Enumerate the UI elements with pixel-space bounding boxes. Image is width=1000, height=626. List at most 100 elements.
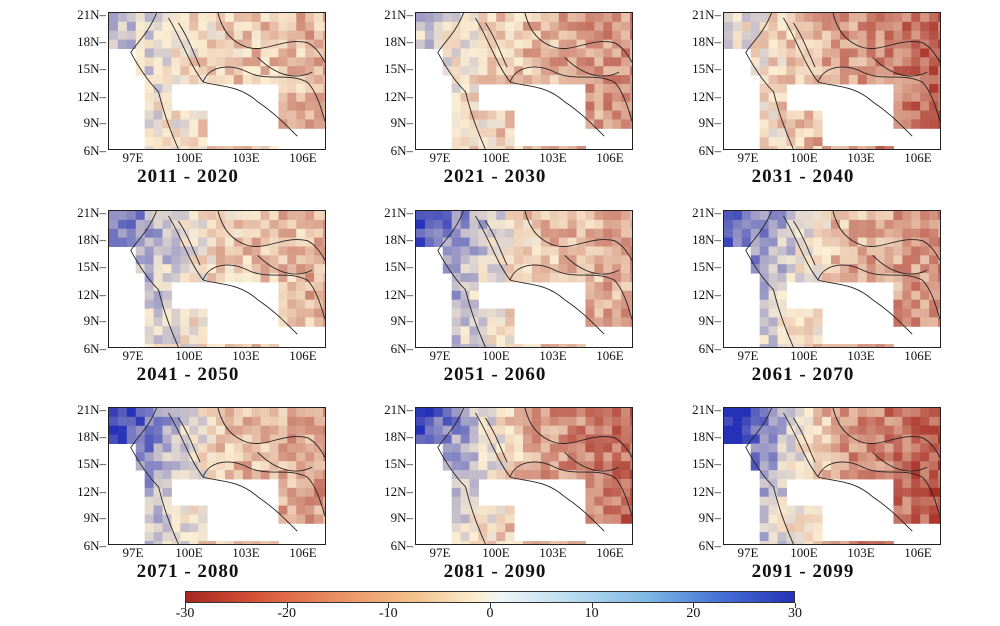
lon-tick-label: 97E <box>737 348 759 363</box>
colorbar-tick <box>185 603 186 608</box>
lat-tick-label: 18N– <box>384 429 413 444</box>
lat-tick-label: 9N– <box>390 313 413 328</box>
lat-tick-label: 21N– <box>692 402 721 417</box>
lat-tick-label: 6N– <box>390 143 413 158</box>
colorbar-tick <box>286 603 288 608</box>
lat-tick-label: 6N– <box>83 143 106 158</box>
lon-tick-label: 100E <box>790 348 818 363</box>
lat-tick-label: 21N– <box>384 402 413 417</box>
lat-tick-label: 9N– <box>390 510 413 525</box>
map-panel: 21N– 18N– 15N– 12N– 9N– 6N– 97E 100E 103E 106E 205… <box>355 198 655 393</box>
precipitation-map <box>415 407 633 545</box>
lat-tick-label: 18N– <box>692 232 721 247</box>
lon-tick-label: 97E <box>122 150 144 165</box>
map-panel: 21N– 18N– 15N– 12N– 9N– 6N– 97E 100E 103E 106E 203… <box>663 0 963 195</box>
lon-tick-label: 97E <box>429 348 451 363</box>
lat-tick-label: 6N– <box>698 341 721 356</box>
lat-tick-label: 15N– <box>692 259 721 274</box>
lon-tick-label: 106E <box>904 348 932 363</box>
lon-tick-label: 97E <box>429 545 451 560</box>
precipitation-map <box>723 12 941 150</box>
colorbar-tick-label: 0 <box>486 606 494 621</box>
lat-tick-label: 12N– <box>692 287 721 302</box>
lon-tick-label: 100E <box>790 545 818 560</box>
lat-tick-label: 12N– <box>692 89 721 104</box>
colorbar-tick-label: 20 <box>686 606 701 621</box>
lat-tick-label: 18N– <box>692 429 721 444</box>
lon-tick-label: 103E <box>847 150 875 165</box>
lon-tick-label: 106E <box>289 150 317 165</box>
colorbar-tick <box>591 603 593 608</box>
precipitation-map <box>415 210 633 348</box>
lon-tick-label: 100E <box>175 545 203 560</box>
map-panel: 21N– 18N– 15N– 12N– 9N– 6N– 97E 100E 103E 106E 208… <box>355 395 655 590</box>
lat-tick-label: 6N– <box>83 341 106 356</box>
lat-tick-label: 9N– <box>83 313 106 328</box>
lon-tick-label: 103E <box>232 150 260 165</box>
precipitation-map <box>415 12 633 150</box>
colorbar-tick-label: 30 <box>788 606 802 621</box>
colorbar <box>185 591 795 603</box>
lat-tick-label: 21N– <box>77 205 106 220</box>
lat-tick-label: 15N– <box>77 259 106 274</box>
map-panel: 21N– 18N– 15N– 12N– 9N– 6N– 97E 100E 103E 106E 206… <box>663 198 963 393</box>
lon-tick-label: 100E <box>175 150 203 165</box>
lat-tick-label: 21N– <box>692 205 721 220</box>
map-panel: 21N– 18N– 15N– 12N– 9N– 6N– 97E 100E 103E 106E 207… <box>48 395 348 590</box>
lon-tick-label: 103E <box>847 348 875 363</box>
lat-tick-label: 6N– <box>83 538 106 553</box>
precipitation-map <box>108 407 326 545</box>
lon-tick-label: 106E <box>596 150 624 165</box>
lon-tick-label: 97E <box>737 150 759 165</box>
colorbar-tick-label: -30 <box>175 606 195 621</box>
colorbar-tick <box>795 603 796 608</box>
lon-tick-label: 100E <box>790 150 818 165</box>
lat-tick-label: 18N– <box>692 34 721 49</box>
lon-tick-label: 106E <box>289 348 317 363</box>
lat-tick-label: 15N– <box>692 456 721 471</box>
lon-tick-label: 100E <box>482 348 510 363</box>
period-title: 2021 - 2030 <box>443 166 547 187</box>
lat-tick-label: 12N– <box>384 287 413 302</box>
period-title: 2071 - 2080 <box>136 561 240 582</box>
precipitation-map <box>108 12 326 150</box>
lon-tick-label: 103E <box>539 348 567 363</box>
period-title: 2091 - 2099 <box>751 561 855 582</box>
lat-tick-label: 6N– <box>390 341 413 356</box>
period-title: 2061 - 2070 <box>751 364 855 385</box>
lon-tick-label: 103E <box>232 545 260 560</box>
lat-tick-label: 12N– <box>77 484 106 499</box>
lat-tick-label: 6N– <box>390 538 413 553</box>
colorbar-tick-label: -10 <box>378 606 398 621</box>
colorbar-tick <box>693 603 695 608</box>
lat-tick-label: 15N– <box>384 61 413 76</box>
lat-tick-label: 12N– <box>692 484 721 499</box>
map-panel: 21N– 18N– 15N– 12N– 9N– 6N– 97E 100E 103E 106E 204… <box>48 198 348 393</box>
lon-tick-label: 100E <box>175 348 203 363</box>
colorbar-tick-label: 10 <box>584 606 599 621</box>
lat-tick-label: 12N– <box>77 287 106 302</box>
lon-tick-label: 100E <box>482 150 510 165</box>
lat-tick-label: 21N– <box>692 7 721 22</box>
colorbar-tick <box>490 603 491 608</box>
period-title: 2081 - 2090 <box>443 561 547 582</box>
lon-tick-label: 97E <box>429 150 451 165</box>
lon-tick-label: 106E <box>904 150 932 165</box>
period-title: 2041 - 2050 <box>136 364 240 385</box>
lon-tick-label: 106E <box>596 545 624 560</box>
lon-tick-label: 103E <box>539 545 567 560</box>
lat-tick-label: 18N– <box>384 34 413 49</box>
lon-tick-label: 103E <box>232 348 260 363</box>
lat-tick-label: 15N– <box>77 61 106 76</box>
lon-tick-label: 106E <box>596 348 624 363</box>
lat-tick-label: 21N– <box>384 7 413 22</box>
lon-tick-label: 100E <box>482 545 510 560</box>
map-panel: 21N– 18N– 15N– 12N– 9N– 6N– 97E 100E 103E 106E 201… <box>48 0 348 195</box>
lat-tick-label: 9N– <box>83 510 106 525</box>
lon-tick-label: 106E <box>289 545 317 560</box>
lat-tick-label: 18N– <box>384 232 413 247</box>
lat-tick-label: 9N– <box>698 313 721 328</box>
lat-tick-label: 15N– <box>692 61 721 76</box>
lon-tick-label: 97E <box>737 545 759 560</box>
lat-tick-label: 9N– <box>698 510 721 525</box>
